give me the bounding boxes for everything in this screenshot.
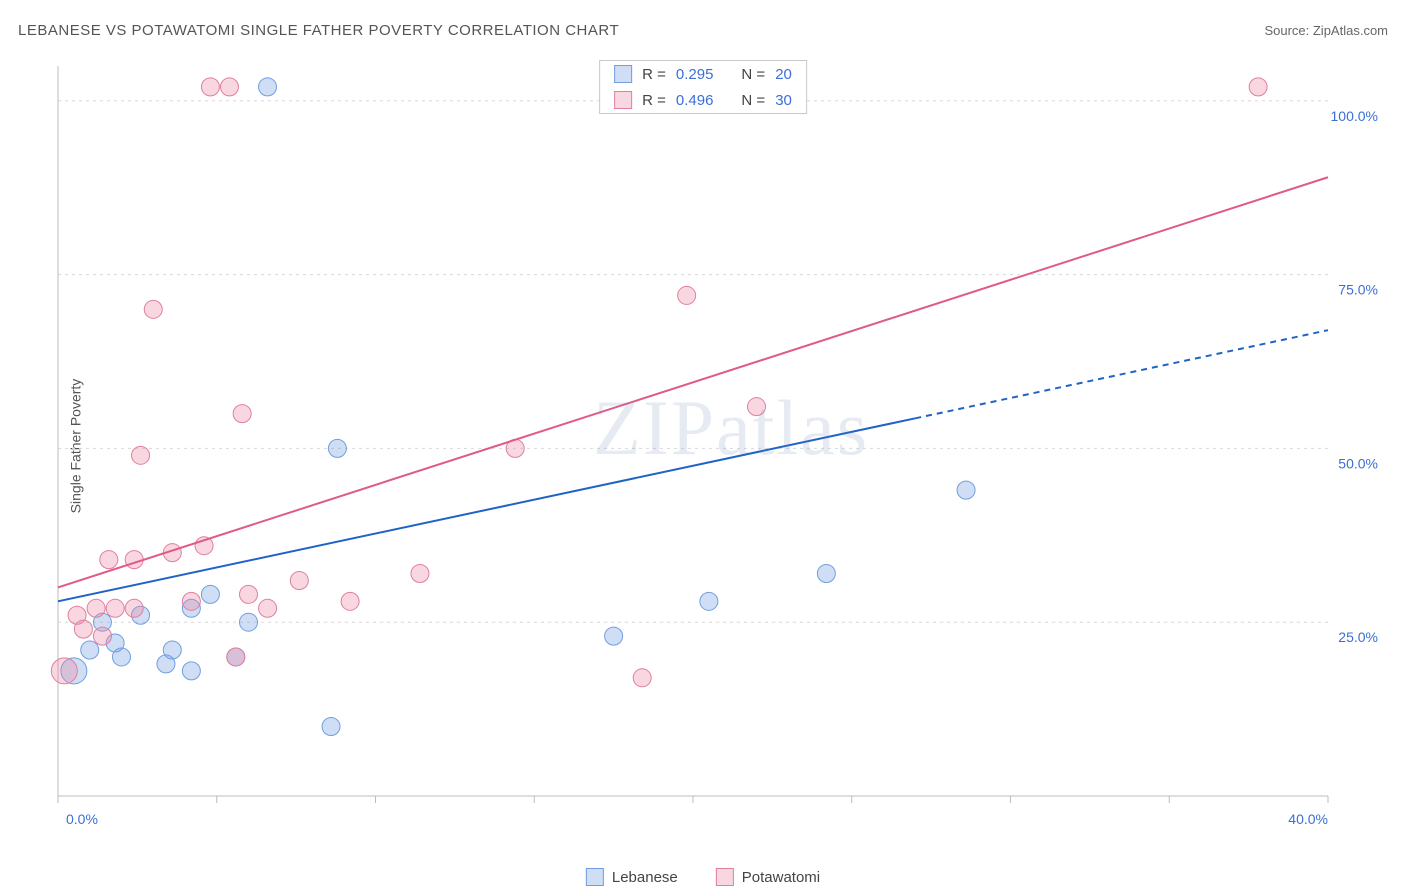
- data-point: [106, 599, 124, 617]
- legend-swatch: [614, 91, 632, 109]
- data-point: [1249, 78, 1267, 96]
- data-point: [240, 585, 258, 603]
- legend-item: Potawatomi: [716, 868, 820, 886]
- scatter-chart: 25.0% 50.0% 75.0% 100.0% 0.0% 40.0%: [48, 56, 1388, 826]
- data-point: [201, 585, 219, 603]
- x-tick-label: 0.0%: [66, 811, 98, 826]
- data-point: [411, 565, 429, 583]
- stats-legend-row: R = 0.295 N = 20: [600, 61, 806, 87]
- data-point: [633, 669, 651, 687]
- data-point: [227, 648, 245, 666]
- legend-label: Potawatomi: [742, 869, 820, 886]
- data-point: [81, 641, 99, 659]
- data-point: [144, 300, 162, 318]
- data-point: [817, 565, 835, 583]
- x-tick-label: 40.0%: [1288, 811, 1328, 826]
- data-point: [322, 717, 340, 735]
- stats-legend: R = 0.295 N = 20 R = 0.496 N = 30: [599, 60, 807, 114]
- data-point: [328, 439, 346, 457]
- y-tick-label: 25.0%: [1338, 629, 1378, 645]
- data-point: [700, 592, 718, 610]
- r-value: 0.295: [676, 66, 714, 83]
- data-point: [74, 620, 92, 638]
- trend-line: [58, 177, 1328, 587]
- stats-legend-row: R = 0.496 N = 30: [600, 87, 806, 113]
- data-point: [182, 592, 200, 610]
- data-point: [93, 627, 111, 645]
- data-point: [201, 78, 219, 96]
- series-legend: Lebanese Potawatomi: [586, 868, 820, 886]
- legend-swatch: [614, 65, 632, 83]
- y-tick-label: 75.0%: [1338, 282, 1378, 298]
- source-label: Source: ZipAtlas.com: [1264, 23, 1388, 38]
- y-tick-label: 50.0%: [1338, 455, 1378, 471]
- trend-line-dashed: [915, 330, 1328, 418]
- data-point: [259, 599, 277, 617]
- r-value: 0.496: [676, 92, 714, 109]
- data-point: [240, 613, 258, 631]
- legend-swatch: [586, 868, 604, 886]
- data-point: [259, 78, 277, 96]
- data-point: [182, 662, 200, 680]
- data-point: [748, 398, 766, 416]
- data-point: [290, 571, 308, 589]
- data-point: [233, 405, 251, 423]
- n-value: 20: [775, 66, 792, 83]
- chart-title: LEBANESE VS POTAWATOMI SINGLE FATHER POV…: [18, 22, 619, 39]
- n-label: N =: [741, 92, 765, 109]
- r-label: R =: [642, 66, 666, 83]
- legend-swatch: [716, 868, 734, 886]
- legend-label: Lebanese: [612, 869, 678, 886]
- data-point: [125, 551, 143, 569]
- data-point: [605, 627, 623, 645]
- data-point: [678, 286, 696, 304]
- data-point: [100, 551, 118, 569]
- data-point: [125, 599, 143, 617]
- data-point: [220, 78, 238, 96]
- r-label: R =: [642, 92, 666, 109]
- n-value: 30: [775, 92, 792, 109]
- data-point: [87, 599, 105, 617]
- data-point: [957, 481, 975, 499]
- y-tick-label: 100.0%: [1331, 108, 1378, 124]
- title-bar: LEBANESE VS POTAWATOMI SINGLE FATHER POV…: [18, 22, 1388, 39]
- n-label: N =: [741, 66, 765, 83]
- data-point: [132, 446, 150, 464]
- trend-line: [58, 418, 915, 601]
- data-point: [341, 592, 359, 610]
- data-point: [113, 648, 131, 666]
- data-point: [163, 641, 181, 659]
- legend-item: Lebanese: [586, 868, 678, 886]
- data-point: [51, 658, 77, 684]
- chart-area: 25.0% 50.0% 75.0% 100.0% 0.0% 40.0%: [48, 56, 1388, 826]
